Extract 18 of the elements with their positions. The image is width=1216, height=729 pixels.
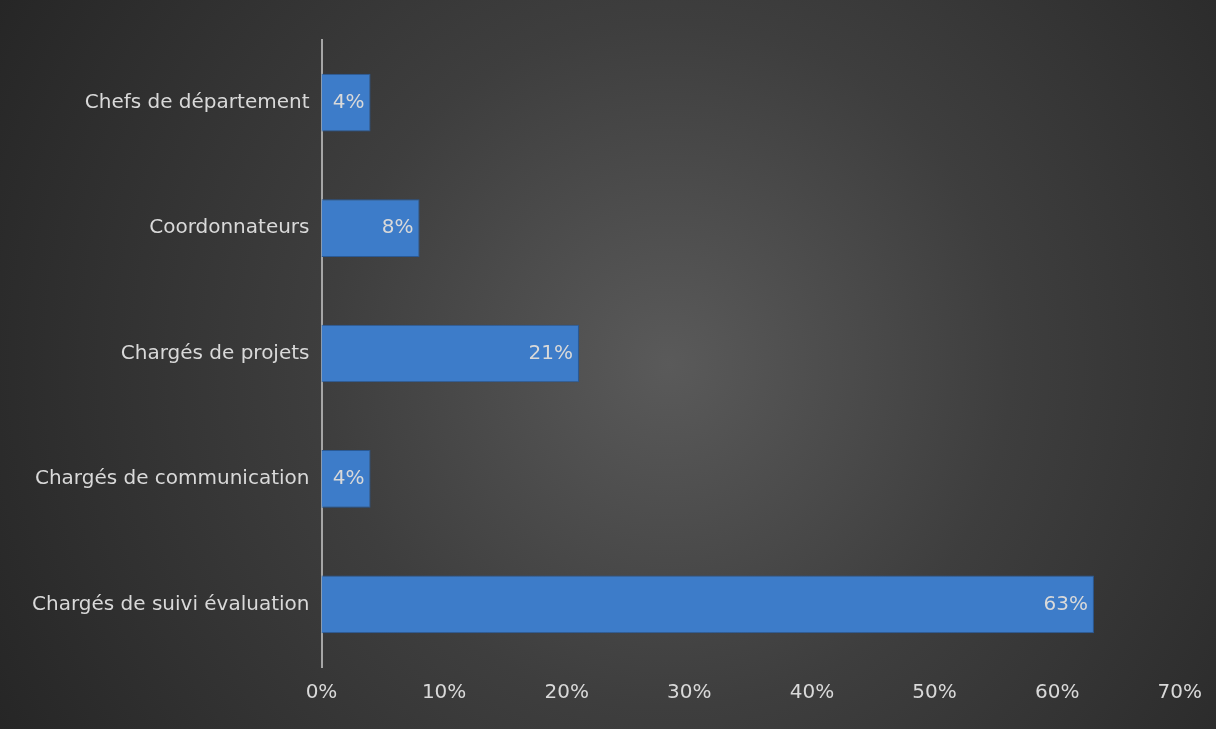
data-label: 21% (528, 339, 573, 364)
data-label: 8% (381, 214, 414, 239)
x-tick-label: 30% (667, 679, 712, 704)
y-tick-label: Chargés de projets (120, 339, 310, 364)
y-tick-label: Coordonnateurs (149, 214, 310, 239)
y-tick-label: Chefs de département (84, 88, 310, 113)
y-tick-label: Chargés de suivi évaluation (32, 590, 310, 615)
x-tick-label: 0% (305, 679, 338, 704)
x-tick-label: 70% (1157, 679, 1202, 704)
data-label: 63% (1043, 590, 1088, 615)
x-tick-label: 20% (544, 679, 589, 704)
x-tick-label: 10% (421, 679, 467, 704)
x-tick-label: 50% (912, 679, 957, 704)
data-label: 4% (332, 88, 365, 113)
x-tick-label: 40% (789, 679, 835, 704)
y-tick-label: Chargés de communication (34, 465, 310, 490)
data-label: 4% (332, 465, 365, 490)
x-tick-label: 60% (1034, 679, 1080, 704)
